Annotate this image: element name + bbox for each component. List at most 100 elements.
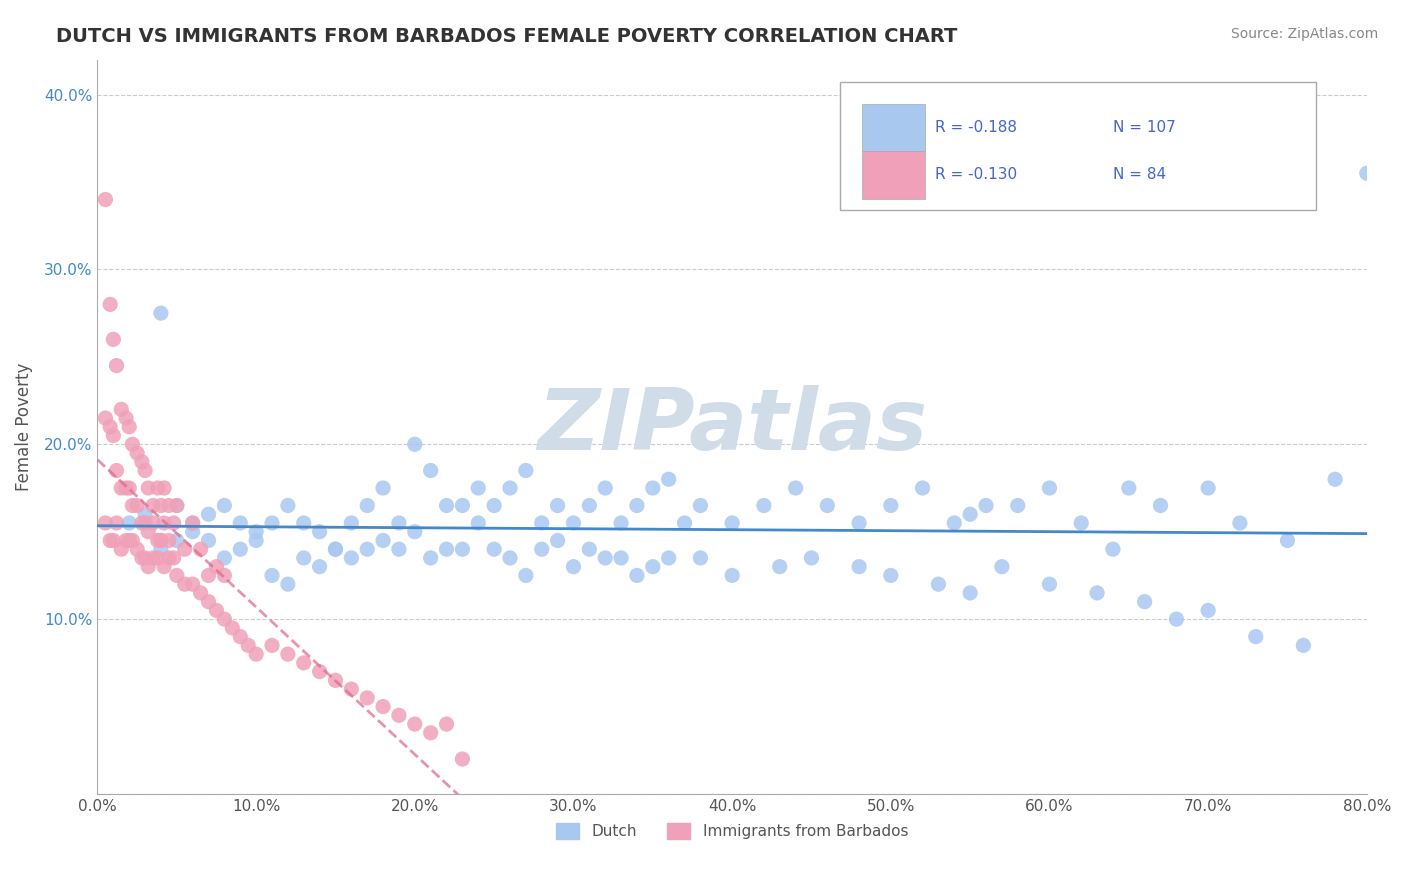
- Text: N = 84: N = 84: [1114, 168, 1166, 182]
- Point: [499, 551, 522, 566]
- Point: [1244, 630, 1267, 644]
- Point: [721, 516, 744, 530]
- Point: [530, 516, 553, 530]
- Point: [1007, 499, 1029, 513]
- Point: [197, 568, 219, 582]
- Point: [94, 193, 117, 207]
- Point: [181, 516, 204, 530]
- Point: [436, 499, 458, 513]
- Point: [153, 516, 176, 530]
- Point: [214, 551, 236, 566]
- Point: [103, 332, 125, 346]
- Point: [229, 630, 252, 644]
- Point: [404, 524, 426, 539]
- Point: [190, 542, 212, 557]
- Point: [1118, 481, 1140, 495]
- Point: [451, 499, 474, 513]
- Point: [229, 542, 252, 557]
- Point: [959, 586, 981, 600]
- Point: [308, 524, 330, 539]
- Point: [245, 524, 267, 539]
- Text: R = -0.130: R = -0.130: [935, 168, 1018, 182]
- Point: [371, 481, 394, 495]
- Point: [131, 551, 153, 566]
- Point: [162, 551, 184, 566]
- Text: R = -0.188: R = -0.188: [935, 120, 1017, 135]
- Point: [308, 559, 330, 574]
- Point: [238, 639, 260, 653]
- Point: [356, 690, 378, 705]
- Point: [221, 621, 243, 635]
- Point: [277, 499, 299, 513]
- Point: [848, 516, 870, 530]
- Point: [134, 551, 156, 566]
- Point: [131, 455, 153, 469]
- Point: [451, 752, 474, 766]
- Point: [142, 499, 165, 513]
- Point: [1070, 516, 1092, 530]
- Point: [146, 533, 169, 548]
- Point: [121, 533, 143, 548]
- Point: [815, 499, 838, 513]
- Point: [419, 551, 441, 566]
- Point: [245, 647, 267, 661]
- Point: [197, 595, 219, 609]
- Point: [562, 516, 585, 530]
- Point: [157, 551, 180, 566]
- Point: [136, 481, 159, 495]
- Point: [404, 717, 426, 731]
- Point: [1229, 516, 1251, 530]
- Point: [166, 568, 188, 582]
- Point: [1038, 481, 1060, 495]
- Point: [153, 559, 176, 574]
- Point: [214, 612, 236, 626]
- Point: [1197, 481, 1219, 495]
- Point: [769, 559, 792, 574]
- Point: [610, 516, 633, 530]
- Point: [356, 542, 378, 557]
- Point: [927, 577, 949, 591]
- Point: [149, 542, 172, 557]
- FancyBboxPatch shape: [862, 152, 925, 199]
- Point: [121, 499, 143, 513]
- Point: [105, 516, 128, 530]
- Point: [142, 516, 165, 530]
- Point: [134, 507, 156, 521]
- Point: [142, 551, 165, 566]
- Point: [134, 463, 156, 477]
- Point: [166, 533, 188, 548]
- Point: [98, 419, 121, 434]
- Point: [530, 542, 553, 557]
- Point: [658, 472, 681, 486]
- Point: [1085, 586, 1108, 600]
- Point: [245, 533, 267, 548]
- Point: [1292, 639, 1315, 653]
- Point: [173, 577, 195, 591]
- Point: [578, 499, 600, 513]
- Point: [325, 673, 347, 688]
- Point: [785, 481, 807, 495]
- Point: [1133, 595, 1156, 609]
- Point: [499, 481, 522, 495]
- Point: [105, 359, 128, 373]
- Point: [214, 499, 236, 513]
- Point: [94, 516, 117, 530]
- Point: [134, 516, 156, 530]
- Point: [118, 516, 141, 530]
- Point: [562, 559, 585, 574]
- Point: [1197, 603, 1219, 617]
- Point: [166, 499, 188, 513]
- Point: [98, 297, 121, 311]
- Point: [451, 542, 474, 557]
- Point: [115, 481, 138, 495]
- Point: [436, 542, 458, 557]
- Point: [260, 568, 283, 582]
- Y-axis label: Female Poverty: Female Poverty: [15, 363, 32, 491]
- Point: [689, 551, 711, 566]
- Point: [578, 542, 600, 557]
- Point: [118, 419, 141, 434]
- Point: [943, 516, 966, 530]
- Point: [436, 717, 458, 731]
- Point: [205, 603, 228, 617]
- Point: [277, 647, 299, 661]
